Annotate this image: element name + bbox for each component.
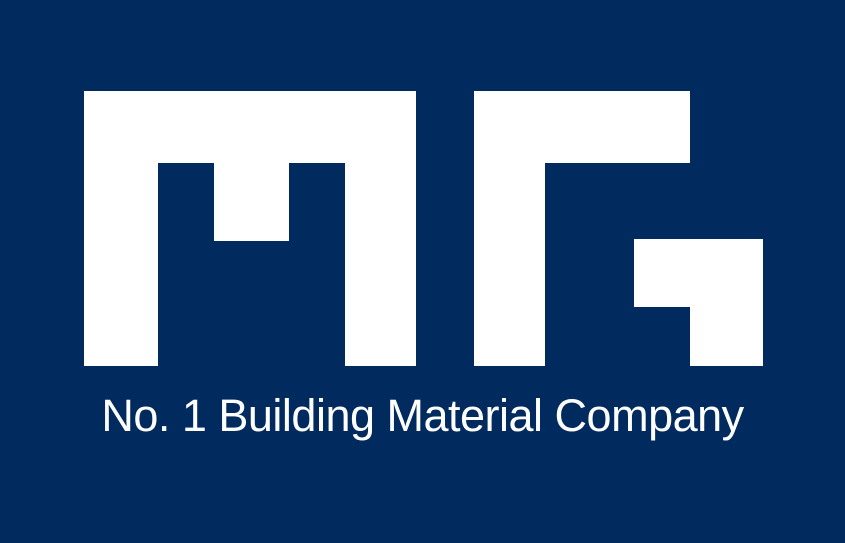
logo-letter-g-corner (634, 239, 763, 366)
logo-letter-m (84, 91, 416, 366)
company-tagline: No. 1 Building Material Company (101, 390, 744, 441)
logo-letter-g (474, 91, 690, 366)
